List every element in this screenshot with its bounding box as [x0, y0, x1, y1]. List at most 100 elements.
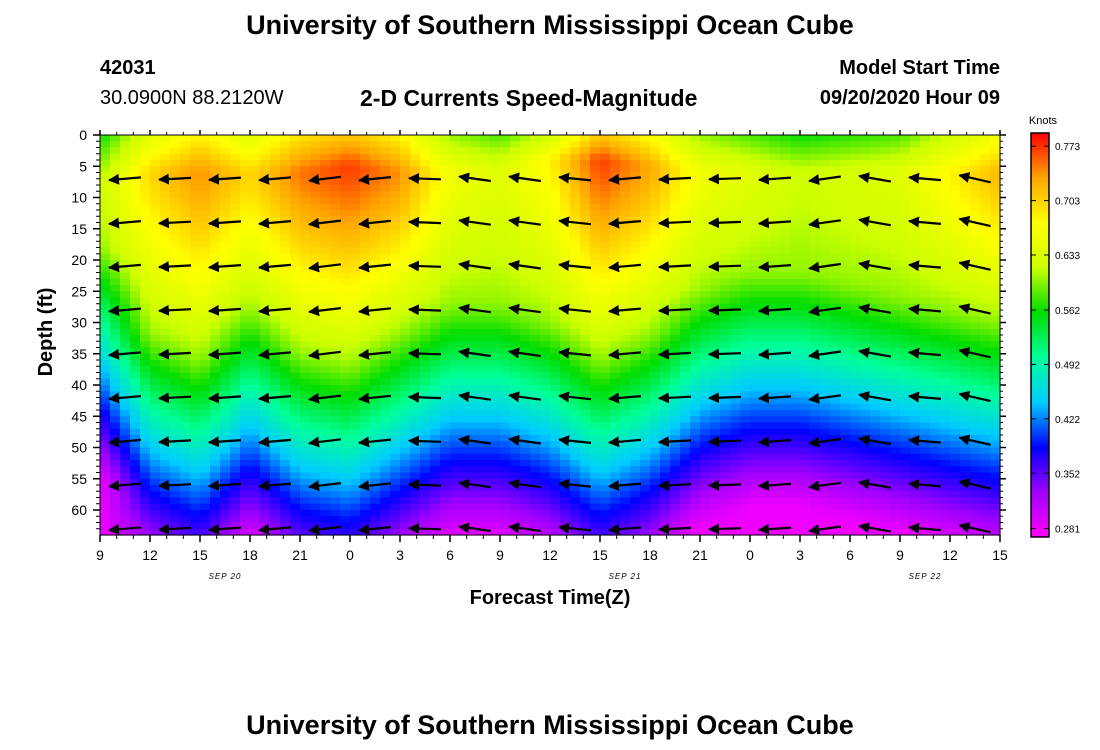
heatmap-cell — [290, 441, 301, 449]
heatmap-cell — [370, 422, 381, 430]
heatmap-cell — [570, 516, 581, 524]
heatmap-cell — [150, 397, 161, 405]
heatmap-cell — [310, 328, 321, 336]
heatmap-cell — [400, 260, 411, 267]
heatmap-cell — [210, 185, 221, 192]
heatmap-cell — [410, 322, 421, 330]
heatmap-cell — [830, 522, 841, 530]
heatmap-cell — [570, 203, 581, 211]
heatmap-cell — [740, 135, 751, 142]
heatmap-cell — [460, 166, 471, 174]
heatmap-cell — [530, 447, 541, 455]
heatmap-cell — [350, 378, 361, 386]
heatmap-cell — [450, 410, 461, 417]
heatmap-cell — [590, 260, 601, 267]
heatmap-cell — [100, 285, 111, 292]
heatmap-cell — [720, 378, 731, 386]
heatmap-cell — [170, 316, 181, 324]
heatmap-cell — [120, 266, 131, 274]
heatmap-cell — [600, 285, 611, 292]
heatmap-cell — [600, 253, 611, 261]
heatmap-cell — [650, 253, 661, 261]
heatmap-cell — [460, 428, 471, 436]
heatmap-cell — [780, 203, 791, 211]
heatmap-cell — [720, 478, 731, 486]
heatmap-cell — [670, 297, 681, 305]
heatmap-cell — [220, 328, 231, 336]
heatmap-cell — [520, 341, 531, 349]
heatmap-cell — [490, 253, 501, 261]
heatmap-cell — [290, 310, 301, 317]
heatmap-cell — [830, 491, 841, 499]
heatmap-cell — [280, 347, 291, 355]
heatmap-cell — [250, 397, 261, 405]
heatmap-cell — [780, 347, 791, 355]
heatmap-cell — [760, 503, 771, 511]
heatmap-cell — [220, 403, 231, 411]
heatmap-cell — [380, 278, 391, 286]
heatmap-cell — [680, 472, 691, 480]
heatmap-cell — [530, 466, 541, 474]
heatmap-cell — [770, 322, 781, 330]
heatmap-cell — [300, 378, 311, 386]
heatmap-cell — [700, 378, 711, 386]
heatmap-cell — [860, 466, 871, 474]
heatmap-cell — [770, 253, 781, 261]
heatmap-cell — [530, 135, 541, 142]
heatmap-cell — [480, 366, 491, 374]
heatmap-cell — [570, 135, 581, 142]
heatmap-cell — [560, 341, 571, 349]
heatmap-cell — [650, 135, 661, 142]
heatmap-cell — [790, 222, 801, 230]
heatmap-cell — [470, 278, 481, 286]
heatmap-cell — [310, 516, 321, 524]
heatmap-cell — [440, 266, 451, 274]
heatmap-cell — [100, 453, 111, 461]
heatmap-cell — [480, 516, 491, 524]
heatmap-cell — [300, 135, 311, 142]
heatmap-cell — [860, 416, 871, 424]
heatmap-cell — [280, 228, 291, 236]
heatmap-cell — [820, 485, 831, 492]
heatmap-cell — [730, 391, 741, 399]
heatmap-cell — [810, 197, 821, 205]
heatmap-cell — [250, 166, 261, 174]
heatmap-cell — [190, 372, 201, 380]
heatmap-cell — [570, 510, 581, 517]
heatmap-cell — [670, 247, 681, 255]
heatmap-cell — [290, 460, 301, 467]
heatmap-cell — [150, 228, 161, 236]
heatmap-cell — [590, 391, 601, 399]
heatmap-cell — [750, 216, 761, 224]
heatmap-cell — [680, 497, 691, 505]
heatmap-cell — [770, 291, 781, 299]
heatmap-cell — [300, 335, 311, 342]
heatmap-cell — [320, 285, 331, 292]
heatmap-cell — [510, 253, 521, 261]
heatmap-cell — [550, 335, 561, 342]
heatmap-cell — [450, 235, 461, 242]
heatmap-cell — [830, 272, 841, 280]
heatmap-cell — [230, 141, 241, 149]
heatmap-cell — [170, 216, 181, 224]
heatmap-cell — [720, 472, 731, 480]
heatmap-cell — [700, 160, 711, 167]
heatmap-cell — [840, 503, 851, 511]
heatmap-cell — [460, 372, 471, 380]
heatmap-cell — [570, 360, 581, 367]
heatmap-cell — [580, 228, 591, 236]
heatmap-cell — [640, 247, 651, 255]
heatmap-cell — [710, 316, 721, 324]
heatmap-cell — [210, 403, 221, 411]
heatmap-cell — [570, 503, 581, 511]
heatmap-cell — [110, 228, 121, 236]
heatmap-cell — [820, 203, 831, 211]
heatmap-cell — [330, 266, 341, 274]
heatmap-cell — [480, 235, 491, 242]
heatmap-cell — [170, 378, 181, 386]
heatmap-cell — [690, 366, 701, 374]
heatmap-cell — [630, 510, 641, 517]
heatmap-cell — [800, 160, 811, 167]
heatmap-cell — [870, 397, 881, 405]
heatmap-cell — [400, 303, 411, 311]
